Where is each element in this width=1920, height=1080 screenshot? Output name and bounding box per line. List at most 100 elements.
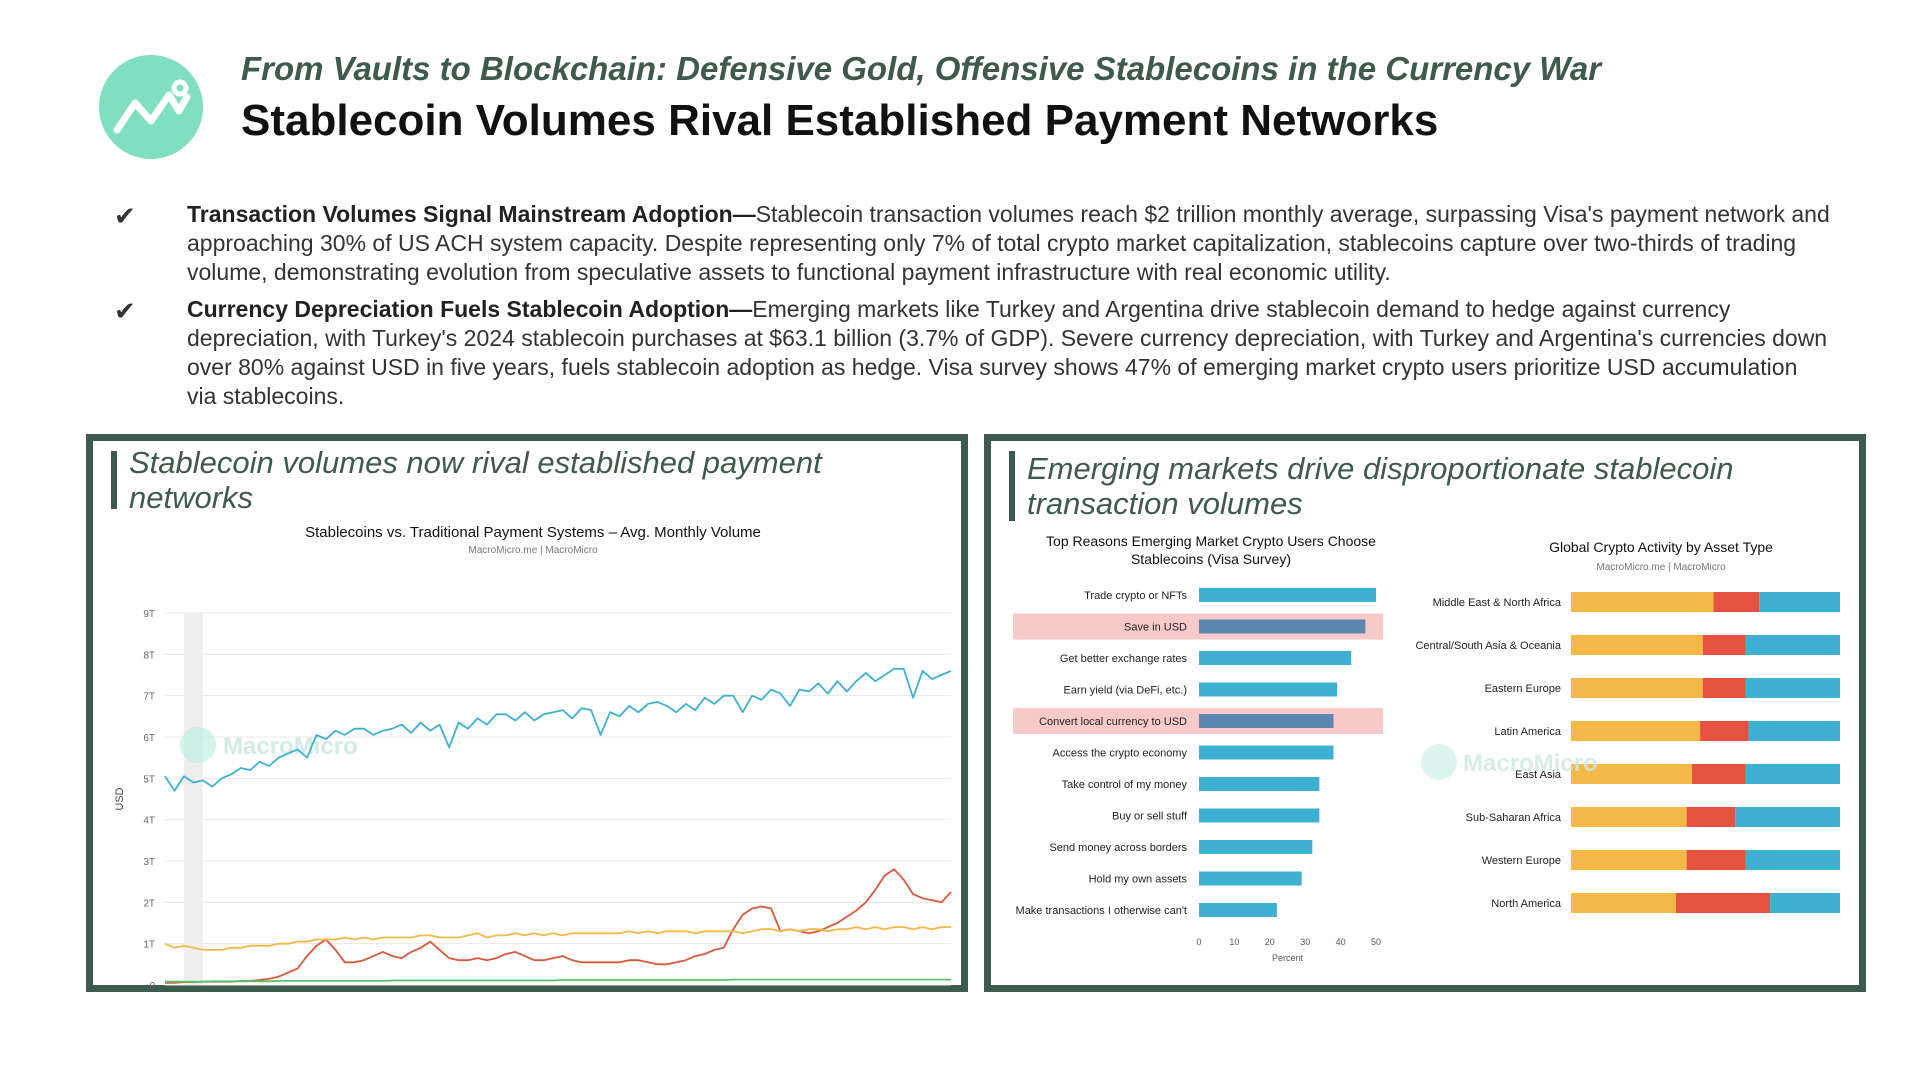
logo-dot [171, 79, 189, 97]
left-panel-heading: Stablecoin volumes now rival established… [111, 445, 929, 515]
bar [1199, 619, 1366, 634]
category-label: Hold my own assets [1089, 874, 1188, 886]
watermark-logo [1421, 744, 1457, 780]
stacked-segment [1759, 592, 1840, 612]
stacked-segment [1745, 678, 1840, 698]
category-label: Buy or sell stuff [1112, 811, 1188, 823]
chart-title: Stablecoins vs. Traditional Payment Syst… [305, 524, 761, 541]
stacked-segment [1571, 592, 1714, 612]
x-tick-label: 30 [1300, 937, 1310, 947]
y-tick-label: 8T [143, 650, 155, 661]
stacked-segment [1700, 721, 1749, 741]
stacked-segment [1692, 764, 1746, 784]
stacked-segment [1571, 850, 1687, 870]
chart-subtitle: MacroMicro.me | MacroMicro [468, 545, 598, 556]
x-tick-label: 20 [1265, 937, 1275, 947]
chart-subtitle: MacroMicro.me | MacroMicro [1596, 562, 1726, 573]
stacked-segment [1748, 721, 1840, 741]
x-tick-label: 10 [1229, 937, 1239, 947]
chart-title: Global Crypto Activity by Asset Type [1549, 539, 1773, 555]
category-label: Send money across borders [1049, 842, 1187, 854]
y-tick-label: 6T [143, 733, 155, 744]
macromicro-logo [99, 55, 203, 159]
bar [1199, 588, 1376, 602]
chart-title: Stablecoins (Visa Survey) [1131, 551, 1291, 567]
y-tick-label: 1T [143, 940, 155, 951]
category-label: Sub-Saharan Africa [1466, 812, 1562, 824]
stacked-segment [1675, 893, 1771, 913]
watermark-logo [180, 727, 216, 763]
x-tick-label: 0 [1196, 937, 1201, 947]
watermark-text: MacroMicro [1463, 750, 1598, 777]
stacked-segment [1770, 893, 1840, 913]
stacked-segment [1686, 850, 1746, 870]
stacked-segment [1745, 635, 1840, 655]
category-label: Save in USD [1124, 622, 1187, 634]
stacked-segment [1702, 635, 1746, 655]
category-label: Western Europe [1482, 855, 1561, 867]
bar [1199, 651, 1352, 665]
bullet-body: Stablecoin transaction volumes reach $2 … [187, 201, 1830, 285]
logo-chart-icon [113, 91, 191, 134]
chart-title: Top Reasons Emerging Market Crypto Users… [1046, 533, 1376, 549]
bullet-list: ✔ Transaction Volumes Signal Mainstream … [112, 200, 1832, 419]
category-label: Access the crypto economy [1052, 748, 1187, 760]
stacked-segment [1571, 635, 1703, 655]
line-chart: Stablecoins vs. Traditional Payment Syst… [114, 524, 952, 991]
stacked-segment [1571, 764, 1693, 784]
bullet-lead: Transaction Volumes Signal Mainstream Ad… [187, 201, 756, 227]
stacked-segment [1713, 592, 1760, 612]
y-tick-label: 7T [143, 692, 155, 703]
bar [1199, 903, 1277, 917]
x-tick-label: 40 [1336, 937, 1346, 947]
stacked-segment [1571, 807, 1687, 827]
bullet-text: Currency Depreciation Fuels Stablecoin A… [187, 295, 1832, 411]
category-label: Trade crypto or NFTs [1084, 590, 1187, 602]
bullet-body: Emerging markets like Turkey and Argenti… [187, 296, 1828, 409]
bar [1199, 808, 1320, 823]
stacked-segment [1745, 764, 1840, 784]
category-label: Make transactions I otherwise can't [1016, 905, 1187, 917]
bullet-lead: Currency Depreciation Fuels Stablecoin A… [187, 296, 753, 322]
y-tick-label: 2T [143, 898, 155, 909]
page-subtitle: From Vaults to Blockchain: Defensive Gol… [241, 50, 1602, 87]
check-icon: ✔ [114, 297, 136, 327]
bar [1199, 871, 1302, 886]
y-tick-label: 0 [149, 981, 155, 991]
category-label: Earn yield (via DeFi, etc.) [1064, 685, 1187, 697]
left-chart-panel: Stablecoin volumes now rival established… [86, 434, 968, 992]
y-tick-label: 3T [143, 857, 155, 868]
logo-circle [99, 55, 203, 159]
category-label: Central/South Asia & Oceania [1415, 640, 1561, 652]
bar [1199, 840, 1313, 854]
bar [1199, 714, 1334, 728]
bar [1199, 745, 1334, 760]
page-title: Stablecoin Volumes Rival Established Pay… [241, 96, 1439, 145]
right-chart-panel: Emerging markets drive disproportionate … [984, 434, 1866, 992]
x-tick-label: 50 [1371, 937, 1381, 947]
category-label: Take control of my money [1062, 779, 1188, 791]
bar [1199, 777, 1320, 791]
category-label: Convert local currency to USD [1039, 716, 1187, 728]
y-tick-label: 4T [143, 816, 155, 827]
y-axis-label: USD [114, 787, 126, 810]
series-line [165, 868, 952, 984]
bullet-text: Transaction Volumes Signal Mainstream Ad… [187, 200, 1832, 287]
category-label: North America [1491, 898, 1562, 910]
y-tick-label: 5T [143, 774, 155, 785]
reasons-bar-chart: Top Reasons Emerging Market Crypto Users… [1013, 533, 1383, 963]
watermark-text: MacroMicro [223, 733, 358, 760]
y-tick-label: 9T [143, 609, 155, 620]
bullet-item: ✔ Transaction Volumes Signal Mainstream … [112, 200, 1832, 287]
stacked-segment [1571, 893, 1676, 913]
series-line [164, 926, 951, 951]
stacked-segment [1686, 807, 1736, 827]
stacked-segment [1571, 678, 1703, 698]
bar [1199, 682, 1338, 697]
check-icon: ✔ [114, 202, 136, 232]
asset-type-stacked-chart: Global Crypto Activity by Asset Type Macr… [1415, 539, 1840, 913]
series-line [164, 667, 952, 792]
stacked-segment [1571, 721, 1701, 741]
category-label: Latin America [1494, 726, 1562, 738]
category-label: Eastern Europe [1485, 683, 1561, 695]
